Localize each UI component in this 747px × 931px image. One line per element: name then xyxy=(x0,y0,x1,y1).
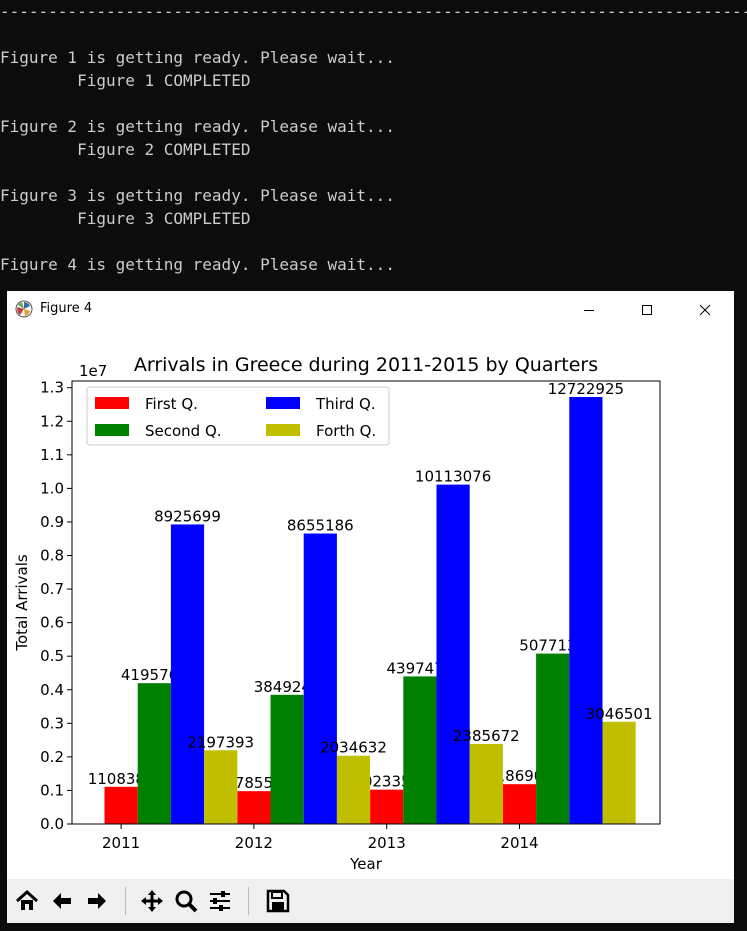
bar xyxy=(502,784,537,824)
y-tick-label: 1.2 xyxy=(40,412,64,430)
bar xyxy=(403,676,437,824)
terminal-line: Figure 3 is getting ready. Please wait..… xyxy=(0,186,395,205)
matplotlib-logo-icon xyxy=(15,300,33,318)
close-icon xyxy=(699,304,711,316)
terminal-line xyxy=(0,161,747,184)
legend-box xyxy=(86,386,390,446)
bar-value-label: 3046501 xyxy=(586,705,653,723)
x-tick-label: 2011 xyxy=(102,834,140,852)
window-titlebar[interactable]: Figure 4 xyxy=(7,291,734,329)
forward-icon xyxy=(88,893,106,909)
terminal-line: Figure 1 is getting ready. Please wait..… xyxy=(0,48,395,67)
navigation-toolbar xyxy=(7,879,734,923)
forward-button[interactable] xyxy=(82,886,112,916)
legend-entry: Third Q. xyxy=(315,395,376,413)
y-tick-label: 0.1 xyxy=(40,781,64,799)
x-tick-label: 2013 xyxy=(368,834,406,852)
pan-icon xyxy=(141,890,163,912)
legend-swatch xyxy=(95,424,129,436)
bar xyxy=(204,750,238,824)
bar xyxy=(536,653,570,824)
window-title: Figure 4 xyxy=(40,301,93,316)
home-button[interactable] xyxy=(12,886,42,916)
bar-value-label: 10113076 xyxy=(415,468,491,486)
minimize-icon xyxy=(584,310,594,311)
bar xyxy=(569,397,603,824)
bar xyxy=(270,694,304,824)
terminal-output: ----------------------------------------… xyxy=(0,0,747,276)
terminal-line xyxy=(0,92,747,115)
bar xyxy=(469,743,503,824)
bar-value-label: 978559 xyxy=(225,774,282,792)
y-tick-label: 0.0 xyxy=(40,815,64,833)
y-tick-label: 1.3 xyxy=(40,379,64,397)
toolbar-separator xyxy=(125,887,126,915)
bar-value-label: 2034632 xyxy=(320,739,387,757)
terminal-line: ----------------------------------------… xyxy=(0,2,747,21)
terminal-line: Figure 4 is getting ready. Please wait..… xyxy=(0,255,395,274)
back-button[interactable] xyxy=(47,886,77,916)
legend-swatch xyxy=(266,397,300,409)
close-button[interactable] xyxy=(676,291,734,329)
y-tick-label: 0.7 xyxy=(40,580,64,598)
terminal-line: Figure 3 COMPLETED xyxy=(0,209,251,228)
terminal-line xyxy=(0,230,747,253)
legend-entry: Forth Q. xyxy=(316,422,376,440)
y-axis-label: Total Arrivals xyxy=(13,554,31,652)
bar xyxy=(237,791,271,824)
terminal-line: Figure 2 COMPLETED xyxy=(0,140,251,159)
y-tick-label: 1.0 xyxy=(40,479,64,497)
minimize-button[interactable] xyxy=(560,291,618,329)
y-tick-label: 0.6 xyxy=(40,614,64,632)
back-icon xyxy=(53,893,71,909)
bar xyxy=(370,789,404,824)
bar xyxy=(137,683,171,824)
terminal-line: Figure 1 COMPLETED xyxy=(0,71,251,90)
bar xyxy=(336,755,371,824)
legend-entry: First Q. xyxy=(145,395,198,413)
zoom-icon xyxy=(175,890,198,913)
bar-value-label: 2385672 xyxy=(453,727,520,745)
y-tick-label: 0.3 xyxy=(40,714,64,732)
x-axis-label: Year xyxy=(349,855,383,873)
y-tick-label: 0.8 xyxy=(40,547,64,565)
bar xyxy=(170,524,205,824)
y-tick-label: 0.2 xyxy=(40,748,64,766)
configure-subplots-icon xyxy=(210,891,230,911)
bar xyxy=(436,484,470,824)
x-tick-label: 2014 xyxy=(500,834,538,852)
bar-value-label: 12722925 xyxy=(548,380,624,398)
legend-swatch xyxy=(266,424,300,436)
home-icon xyxy=(15,889,39,910)
bar-value-label: 2197393 xyxy=(187,733,254,751)
bar xyxy=(303,533,337,824)
y-tick-label: 0.4 xyxy=(40,681,64,699)
configure-subplots-button[interactable] xyxy=(205,886,235,916)
pan-button[interactable] xyxy=(137,886,167,916)
bar-value-label: 8655186 xyxy=(287,517,354,535)
x-tick-label: 2012 xyxy=(235,834,273,852)
figure-window: Figure 4 Arrivals in Greece during 2011-… xyxy=(7,291,734,923)
bar xyxy=(602,721,636,824)
legend-entry: Second Q. xyxy=(145,422,222,440)
y-tick-label: 0.9 xyxy=(40,513,64,531)
terminal-line: Figure 2 is getting ready. Please wait..… xyxy=(0,117,395,136)
bar xyxy=(104,786,138,824)
save-button[interactable] xyxy=(263,886,293,916)
plot-area[interactable]: Arrivals in Greece during 2011-2015 by Q… xyxy=(7,329,734,877)
y-tick-label: 1.1 xyxy=(40,446,64,464)
bar-chart: Arrivals in Greece during 2011-2015 by Q… xyxy=(13,354,661,873)
bar-value-label: 8925699 xyxy=(154,507,221,525)
y-tick-label: 0.5 xyxy=(40,647,64,665)
maximize-button[interactable] xyxy=(618,291,676,329)
maximize-icon xyxy=(642,305,652,315)
legend-swatch xyxy=(95,397,129,409)
y-offset-label: 1e7 xyxy=(79,362,107,380)
save-icon xyxy=(266,889,290,913)
toolbar-separator xyxy=(248,887,249,915)
zoom-button[interactable] xyxy=(171,886,201,916)
chart-title: Arrivals in Greece during 2011-2015 by Q… xyxy=(134,354,598,376)
axes-frame xyxy=(71,380,661,825)
terminal-line xyxy=(0,23,747,46)
